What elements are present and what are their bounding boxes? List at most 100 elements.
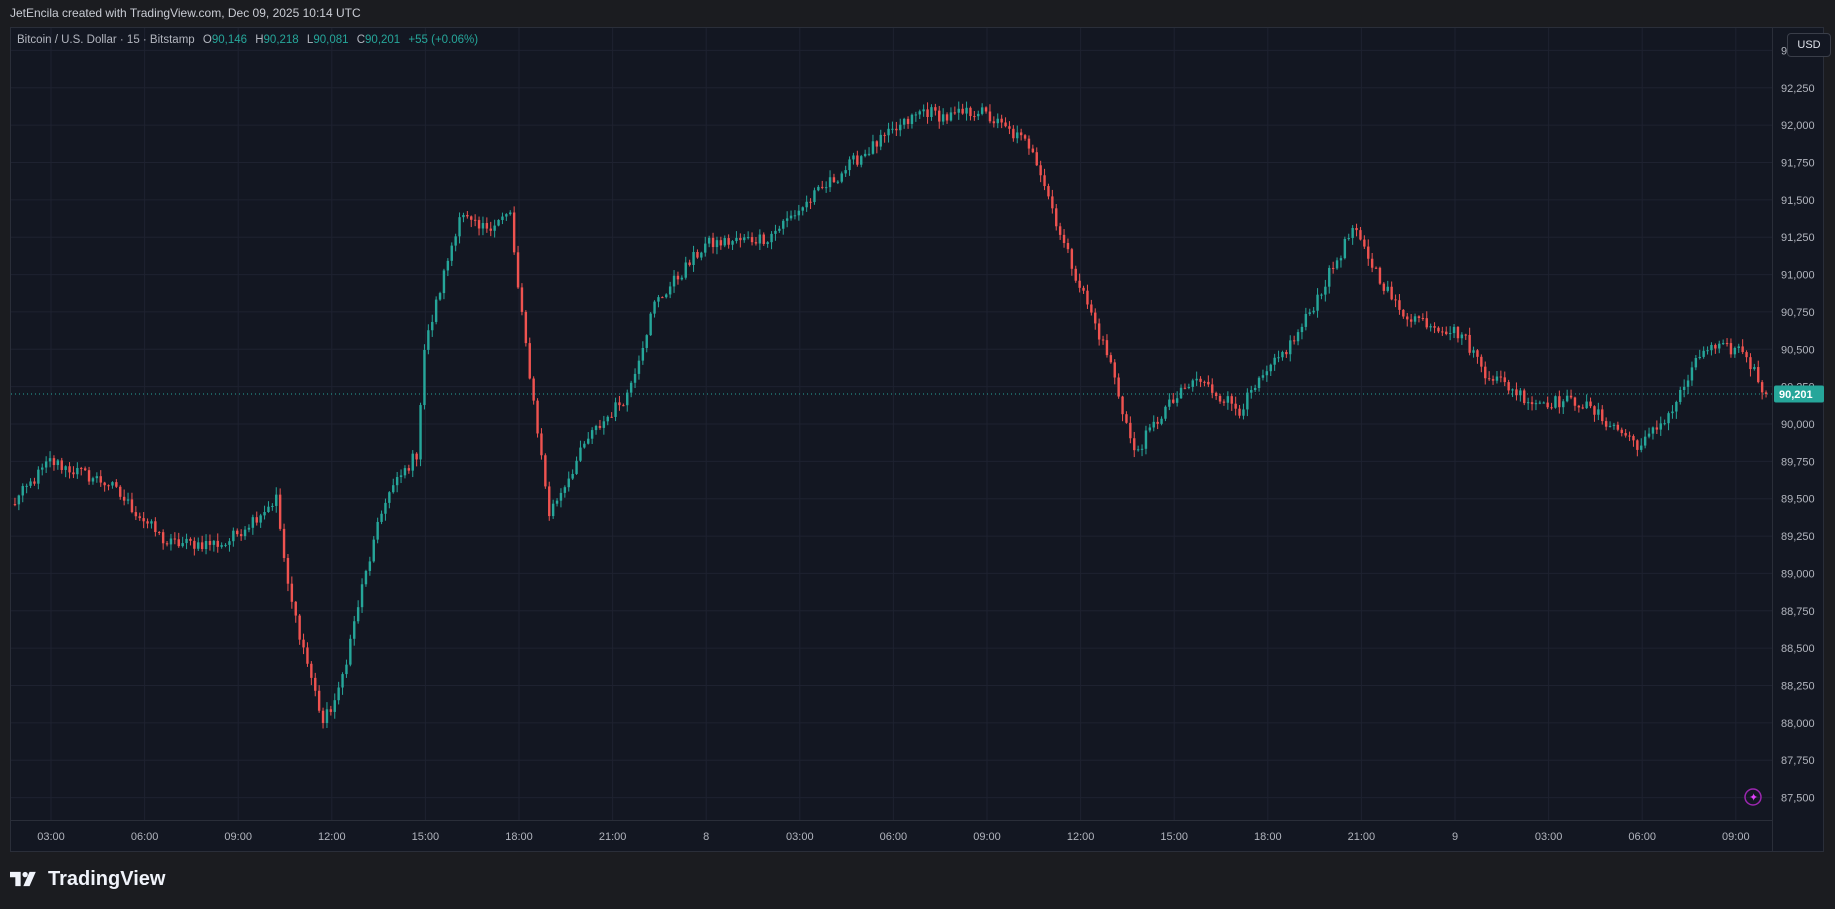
- candle-down: [286, 557, 290, 584]
- candle-up: [1519, 390, 1522, 396]
- candle-up: [594, 425, 598, 431]
- candle-up: [649, 313, 652, 336]
- sparkle-icon: ✦: [1744, 788, 1762, 806]
- candle-up: [1667, 413, 1670, 424]
- candle-up: [606, 416, 609, 422]
- current-price-label: 90,201: [1779, 389, 1813, 401]
- candle-up: [271, 505, 274, 507]
- candle-up: [836, 181, 840, 183]
- candle-up: [1698, 356, 1701, 359]
- candle-up: [1565, 395, 1569, 402]
- price-scale[interactable]: 87,500 87,750 88,000 88,250 88,500 88,750 89,0…: [1772, 28, 1825, 851]
- price-tick-label: 91,250: [1781, 232, 1815, 244]
- attribution-bar: JetEncila created with TradingView.com, …: [0, 0, 1835, 27]
- candle-down: [821, 186, 824, 188]
- time-axis[interactable]: 03:00 06:00 09:00 12:00 15:00 18:00 21:00 8 03:0…: [11, 821, 1772, 852]
- candle-down: [146, 521, 149, 524]
- candle-up: [427, 330, 430, 350]
- candle-down: [618, 402, 621, 406]
- candle-up: [1304, 313, 1308, 327]
- candle-up: [653, 301, 656, 314]
- time-tick-label: 18:00: [505, 831, 533, 843]
- candle-down: [1714, 344, 1717, 349]
- candlestick-chart[interactable]: ✦: [11, 28, 1772, 820]
- legend-high-label: H: [255, 34, 264, 46]
- candle-down: [1741, 346, 1744, 353]
- candle-down: [1378, 267, 1382, 284]
- candle-down: [1370, 258, 1374, 268]
- candle-up: [21, 486, 24, 496]
- candle-up: [766, 242, 769, 244]
- candle-up: [228, 541, 231, 545]
- candle-up: [910, 114, 914, 124]
- candle-down: [1433, 326, 1436, 328]
- candle-down: [1066, 242, 1070, 250]
- candle-down: [1218, 395, 1222, 402]
- candle-up: [1140, 448, 1144, 450]
- candle-up: [197, 542, 200, 549]
- candle-up: [587, 438, 590, 444]
- candle-up: [1351, 227, 1354, 239]
- candle-up: [828, 177, 832, 188]
- candle-down: [516, 252, 520, 288]
- candle-down: [1129, 422, 1132, 439]
- candle-down: [1515, 389, 1518, 396]
- price-tick-label: 90,000: [1781, 419, 1815, 431]
- candle-up: [860, 156, 863, 165]
- candle-down: [107, 485, 110, 487]
- candle-up: [1737, 346, 1740, 349]
- candle-down: [934, 107, 937, 111]
- candle-down: [165, 543, 169, 545]
- candle-up: [1643, 436, 1647, 446]
- time-scale[interactable]: 03:00 06:00 09:00 12:00 15:00 18:00 21:00 8 03:0…: [11, 820, 1772, 852]
- candle-up: [852, 155, 855, 160]
- candle-up: [91, 478, 95, 482]
- candle-down: [1211, 384, 1214, 393]
- candle-down: [306, 647, 309, 664]
- time-tick-label: 8: [703, 831, 709, 843]
- candle-down: [1593, 406, 1596, 415]
- candle-up: [1472, 350, 1475, 353]
- candle-up: [797, 210, 801, 216]
- candle-down: [1604, 421, 1608, 427]
- legend-symbol: Bitcoin / U.S. Dollar · 15 · Bitstamp: [17, 34, 195, 46]
- candle-down: [1760, 382, 1764, 393]
- candle-up: [1175, 398, 1179, 403]
- candle-up: [848, 159, 851, 171]
- series-legend: Bitcoin / U.S. Dollar · 15 · Bitstamp O9…: [17, 34, 478, 46]
- candle-up: [575, 460, 578, 474]
- candle-down: [103, 482, 106, 486]
- chart-frame[interactable]: ✦ Bitcoin / U.S. Dollar · 15 · Bitstamp …: [10, 27, 1831, 852]
- currency-button[interactable]: USD: [1787, 33, 1831, 57]
- candle-up: [1179, 387, 1183, 399]
- candle-up: [493, 225, 496, 231]
- candle-up: [1195, 378, 1198, 381]
- candle-up: [782, 220, 785, 229]
- candle-down: [1203, 381, 1206, 383]
- candle-down: [236, 530, 239, 535]
- price-tick-label: 91,750: [1781, 157, 1815, 169]
- candle-down: [1757, 367, 1760, 383]
- candle-up: [770, 233, 773, 243]
- candle-down: [1749, 357, 1752, 370]
- candle-down: [988, 111, 992, 122]
- price-tick-label: 88,000: [1781, 718, 1815, 730]
- candle-down: [1109, 355, 1113, 363]
- candle-up: [1016, 132, 1019, 139]
- candle-down: [1292, 340, 1296, 342]
- candle-down: [1577, 405, 1581, 408]
- candle-down: [512, 212, 516, 253]
- candle-down: [762, 234, 765, 244]
- candle-up: [1168, 399, 1171, 407]
- candle-up: [509, 212, 512, 215]
- candle-down: [1051, 196, 1054, 209]
- candle-down: [1468, 334, 1471, 353]
- candle-down: [992, 121, 996, 124]
- chart-pane[interactable]: ✦ Bitcoin / U.S. Dollar · 15 · Bitstamp …: [11, 28, 1772, 820]
- tradingview-brand[interactable]: TradingView: [10, 866, 165, 892]
- candle-up: [1300, 326, 1304, 333]
- candle-up: [684, 262, 687, 278]
- price-axis[interactable]: 87,500 87,750 88,000 88,250 88,500 88,750 89,0…: [1773, 28, 1825, 851]
- candle-down: [1487, 378, 1491, 380]
- candle-up: [56, 460, 60, 466]
